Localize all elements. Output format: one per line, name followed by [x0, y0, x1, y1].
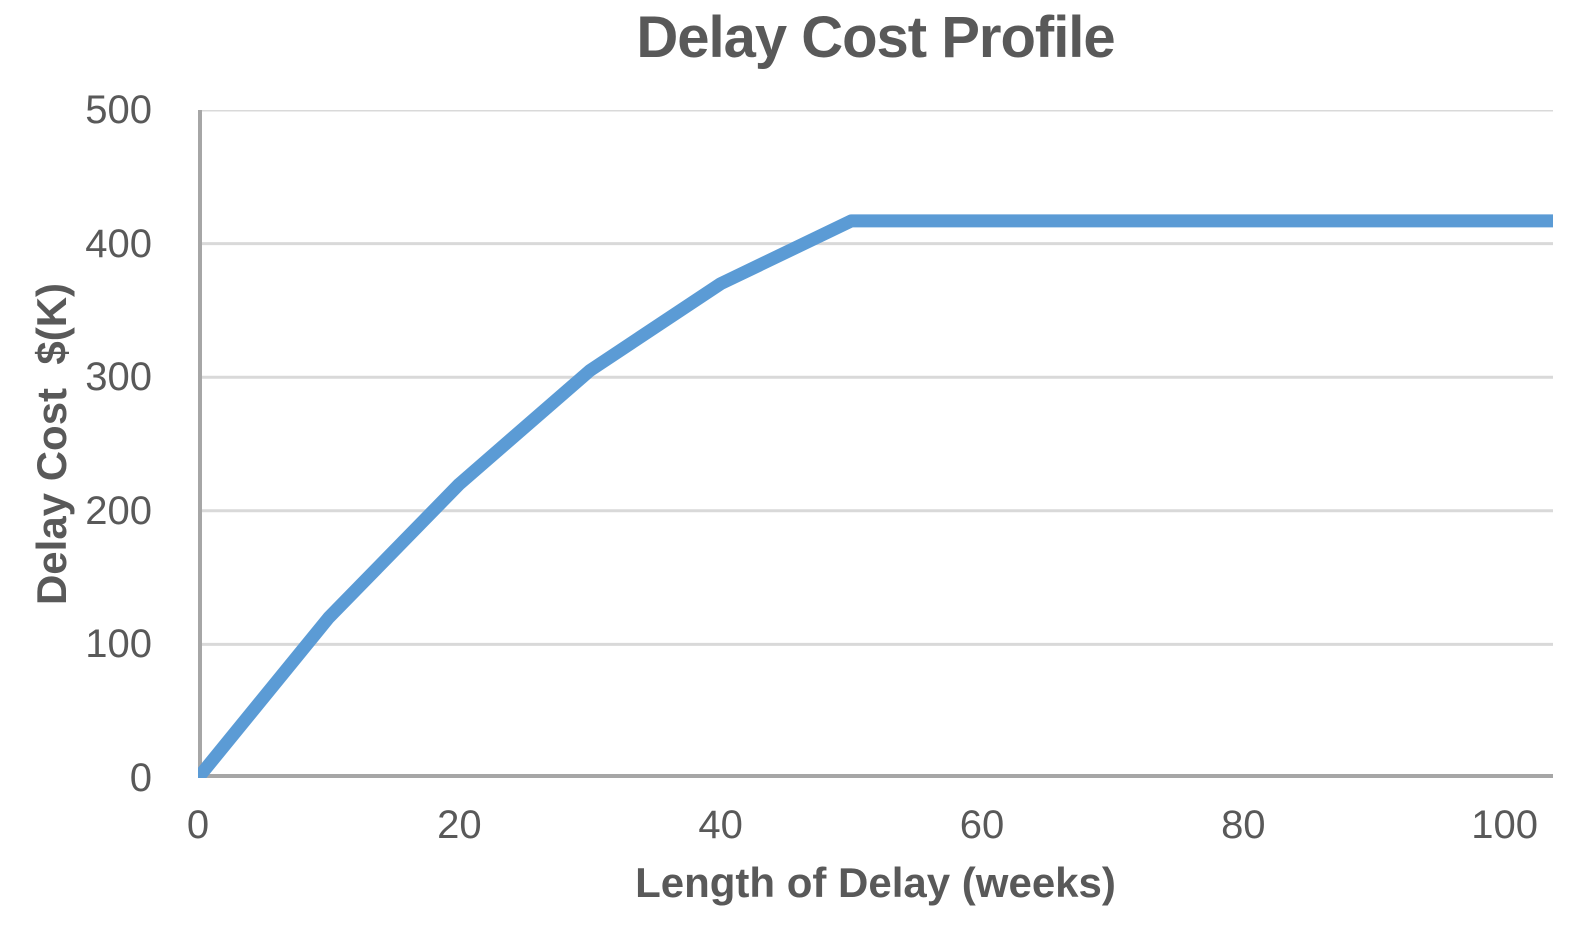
line-chart-plot — [198, 110, 1553, 778]
plot-area — [198, 110, 1553, 778]
y-tick-label-0: 0 — [129, 756, 152, 800]
x-tick-label-80: 80 — [1221, 803, 1266, 847]
delay-cost-series-line — [198, 214, 1553, 778]
y-tick-label-100: 100 — [85, 622, 152, 667]
y-axis-title: Delay Cost $(K) — [28, 282, 75, 606]
x-tick-label-0: 0 — [186, 803, 210, 847]
y-tick-label-400: 400 — [85, 221, 152, 266]
chart-title: Delay Cost Profile — [636, 5, 1115, 70]
x-tick-label-100: 100 — [1471, 803, 1539, 847]
y-tick-label-300: 300 — [85, 355, 152, 400]
x-tick-label-60: 60 — [959, 803, 1005, 847]
x-axis-title: Length of Delay (weeks) — [635, 859, 1116, 906]
x-tick-label-40: 40 — [698, 803, 743, 847]
y-tick-label-200: 200 — [85, 488, 152, 533]
x-tick-label-20: 20 — [437, 803, 482, 847]
y-tick-label-500: 500 — [85, 88, 152, 132]
